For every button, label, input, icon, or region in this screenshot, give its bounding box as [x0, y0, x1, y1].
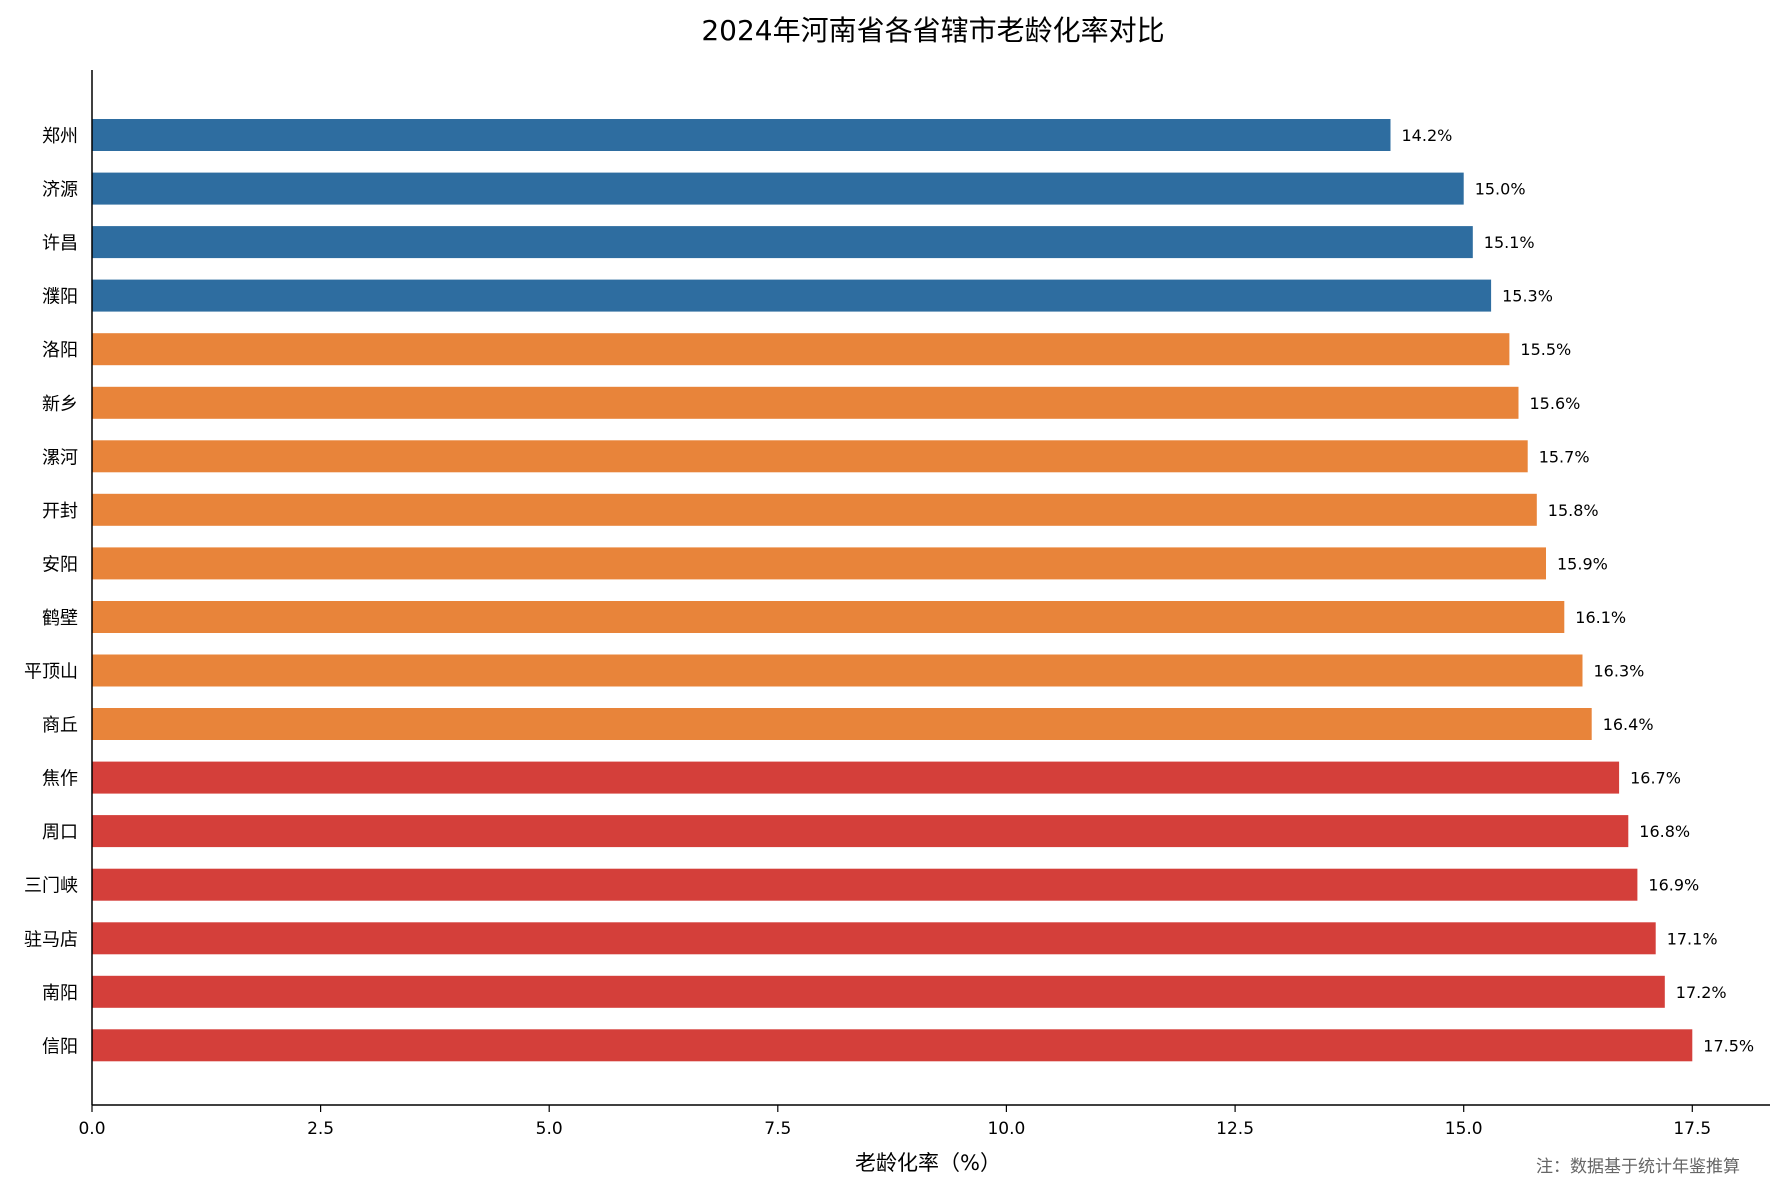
bar-新乡: [92, 386, 1519, 419]
category-label: 周口: [42, 822, 78, 843]
bar-南阳: [92, 975, 1665, 1008]
category-label: 平顶山: [24, 662, 78, 683]
bar-安阳: [92, 547, 1546, 580]
x-tick-label: 10.0: [987, 1119, 1025, 1139]
footnote: 注：数据基于统计年鉴推算: [1536, 1157, 1740, 1177]
bar-济源: [92, 172, 1464, 205]
data-label: 15.5%: [1520, 340, 1571, 359]
category-label: 鹤壁: [42, 608, 78, 629]
data-label: 17.2%: [1676, 983, 1727, 1002]
bar-濮阳: [92, 279, 1492, 312]
category-label: 许昌: [42, 233, 78, 254]
data-label: 17.5%: [1703, 1036, 1754, 1055]
data-label: 15.0%: [1475, 180, 1526, 199]
data-label: 15.3%: [1502, 287, 1553, 306]
category-label: 漯河: [42, 447, 78, 468]
category-label: 濮阳: [42, 287, 78, 308]
data-label: 14.2%: [1402, 126, 1453, 145]
data-label: 16.1%: [1575, 608, 1626, 627]
bars-group: [92, 119, 1693, 1062]
category-label: 南阳: [42, 983, 78, 1004]
x-tick-label: 2.5: [307, 1119, 334, 1139]
bar-平顶山: [92, 654, 1583, 687]
category-label: 焦作: [42, 769, 78, 790]
x-tick-label: 7.5: [764, 1119, 791, 1139]
chart-title: 2024年河南省各省辖市老龄化率对比: [701, 14, 1164, 47]
data-label: 16.3%: [1594, 662, 1645, 681]
data-label: 16.4%: [1603, 715, 1654, 734]
data-labels: 14.2% 15.0% 15.1% 15.3% 15.5% 15.6% 15.7% 15.8%…: [1402, 126, 1755, 1055]
x-tick-label: 17.5: [1673, 1119, 1711, 1139]
x-tick-label: 5.0: [536, 1119, 563, 1139]
category-label: 信阳: [42, 1036, 78, 1057]
data-label: 15.1%: [1484, 233, 1535, 252]
data-label: 16.8%: [1639, 822, 1690, 841]
category-label: 开封: [42, 501, 78, 522]
bar-鹤壁: [92, 601, 1565, 633]
x-axis-title: 老龄化率（%）: [855, 1151, 1001, 1175]
data-label: 15.9%: [1557, 554, 1608, 573]
x-tick-label: 0.0: [78, 1119, 105, 1139]
bar-周口: [92, 815, 1629, 848]
bar-商丘: [92, 708, 1592, 740]
category-label: 商丘: [42, 715, 78, 736]
bar-漯河: [92, 440, 1528, 473]
data-label: 15.7%: [1539, 447, 1590, 466]
data-label: 16.9%: [1648, 876, 1699, 895]
bar-驻马店: [92, 922, 1656, 955]
bar-焦作: [92, 761, 1620, 794]
bar-三门峡: [92, 868, 1638, 901]
data-label: 17.1%: [1667, 929, 1718, 948]
x-axis: 0.0 2.5 5.0 7.5 10.0 12.5 15.0 17.5: [78, 1105, 1711, 1139]
category-label: 三门峡: [24, 876, 78, 897]
data-label: 15.6%: [1530, 394, 1581, 413]
bar-洛阳: [92, 333, 1510, 366]
x-tick-label: 12.5: [1216, 1119, 1254, 1139]
category-label: 安阳: [42, 554, 78, 575]
bar-开封: [92, 493, 1537, 526]
bar-信阳: [92, 1029, 1693, 1062]
category-label: 济源: [42, 180, 78, 201]
x-tick-label: 15.0: [1445, 1119, 1483, 1139]
category-label: 新乡: [42, 394, 78, 415]
bar-郑州: [92, 119, 1391, 151]
category-label: 驻马店: [24, 929, 78, 950]
data-label: 15.8%: [1548, 501, 1599, 520]
category-label: 郑州: [42, 126, 78, 147]
bar-许昌: [92, 226, 1473, 259]
data-label: 16.7%: [1630, 769, 1681, 788]
category-label: 洛阳: [42, 340, 78, 361]
